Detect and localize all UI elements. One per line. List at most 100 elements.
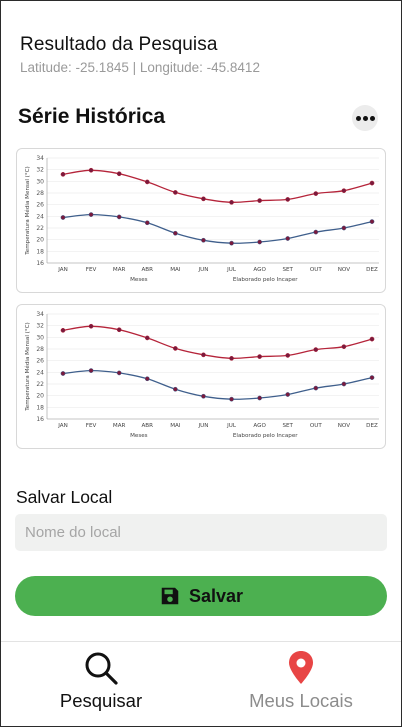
data-point xyxy=(173,386,178,392)
data-point xyxy=(201,352,206,358)
data-point xyxy=(229,396,234,402)
floppy-disk-icon xyxy=(161,587,179,605)
y-tick-label: 34 xyxy=(36,155,44,162)
data-point xyxy=(88,212,94,217)
x-tick-label: MAI xyxy=(170,423,181,429)
data-point xyxy=(313,191,319,196)
x-tick-label: JUN xyxy=(197,423,208,429)
chart-annotation: Elaborado pelo Incaper xyxy=(233,277,298,283)
bottom-tab-bar: Pesquisar Meus Locais xyxy=(1,641,401,726)
data-point xyxy=(257,198,262,203)
tab-my-places-label: Meus Locais xyxy=(249,690,353,711)
x-tick-label: NOV xyxy=(338,423,350,429)
y-axis-label: Temperatura Média Mensal (°C) xyxy=(24,166,31,255)
data-point xyxy=(116,327,122,333)
page-title: Resultado da Pesquisa xyxy=(20,34,218,55)
more-options-button[interactable] xyxy=(352,105,378,131)
data-point xyxy=(88,323,94,329)
data-point xyxy=(173,230,178,236)
save-button[interactable]: Salvar xyxy=(15,576,387,616)
data-point xyxy=(369,336,375,342)
x-tick-label: JAN xyxy=(57,423,68,429)
data-point xyxy=(285,197,291,202)
series-line-2 xyxy=(62,369,373,400)
y-tick-label: 18 xyxy=(36,404,44,411)
tab-search[interactable]: Pesquisar xyxy=(1,642,201,726)
data-point xyxy=(201,393,206,399)
section-title: Série Histórica xyxy=(18,105,166,128)
series-line-2 xyxy=(62,213,373,244)
data-point xyxy=(257,354,262,359)
data-point xyxy=(229,240,234,246)
data-point xyxy=(341,188,347,194)
x-tick-label: AGO xyxy=(253,423,266,429)
data-point xyxy=(313,229,319,235)
x-tick-label: SET xyxy=(282,267,293,273)
y-tick-label: 22 xyxy=(36,225,44,232)
chart-annotation: Elaborado pelo Incaper xyxy=(233,433,298,439)
data-point xyxy=(144,220,150,226)
x-tick-label: NOV xyxy=(338,267,350,273)
data-point xyxy=(201,237,206,243)
y-tick-label: 20 xyxy=(36,237,44,244)
data-point xyxy=(201,196,206,202)
y-tick-label: 22 xyxy=(36,381,44,388)
data-point xyxy=(60,171,66,177)
y-tick-label: 28 xyxy=(36,190,44,197)
y-tick-label: 26 xyxy=(36,358,44,365)
data-point xyxy=(313,385,319,391)
x-tick-label: FEV xyxy=(86,423,97,429)
data-point xyxy=(341,381,347,387)
data-point xyxy=(173,190,178,195)
y-tick-label: 34 xyxy=(36,311,44,318)
x-tick-label: JUN xyxy=(197,267,208,273)
x-tick-label: ABR xyxy=(141,267,153,273)
data-point xyxy=(144,179,150,185)
location-name-input[interactable] xyxy=(15,514,387,551)
data-point xyxy=(229,355,234,361)
data-point xyxy=(369,180,375,186)
results-header: Resultado da Pesquisa Latitude: -25.1845… xyxy=(20,34,260,75)
data-point xyxy=(144,376,150,382)
data-point xyxy=(341,344,347,350)
x-tick-label: JUL xyxy=(226,267,237,273)
data-point xyxy=(88,167,94,173)
more-dot xyxy=(362,115,368,121)
tab-search-label: Pesquisar xyxy=(59,690,143,711)
temperature-chart: 16 18 20 22 24 26 28 30 32 34 JAN FEV MAR ABR MAI JUN JU… xyxy=(24,311,379,439)
data-point xyxy=(116,171,122,177)
series-line-1 xyxy=(62,325,373,359)
y-tick-label: 32 xyxy=(36,167,44,174)
x-axis-label: Meses xyxy=(130,277,148,283)
data-point xyxy=(144,335,150,341)
y-tick-label: 18 xyxy=(36,248,44,255)
data-point xyxy=(341,225,347,231)
coordinates-text: Latitude: -25.1845 | Longitude: -45.8412 xyxy=(20,60,260,75)
data-point xyxy=(60,215,66,220)
y-tick-label: 26 xyxy=(36,202,44,209)
data-point xyxy=(285,236,291,241)
data-point xyxy=(229,199,234,205)
data-point xyxy=(369,219,375,224)
chart-card-2: 16 18 20 22 24 26 28 30 32 34 JAN FEV MAR ABR MAI JUN JU… xyxy=(16,304,386,449)
x-tick-label: DEZ xyxy=(366,423,378,429)
map-pin-icon xyxy=(289,651,313,684)
x-tick-label: MAR xyxy=(113,267,126,273)
data-point xyxy=(173,346,178,351)
tab-my-places[interactable]: Meus Locais xyxy=(201,642,401,726)
x-tick-label: JUL xyxy=(226,423,237,429)
x-tick-label: OUT xyxy=(310,423,322,429)
x-tick-label: JAN xyxy=(57,267,68,273)
y-tick-label: 16 xyxy=(36,416,44,423)
x-tick-label: SET xyxy=(282,423,293,429)
y-tick-label: 32 xyxy=(36,323,44,330)
x-tick-label: AGO xyxy=(253,267,266,273)
data-point xyxy=(313,347,319,352)
data-point xyxy=(116,370,122,376)
data-point xyxy=(88,368,94,373)
data-point xyxy=(116,214,122,220)
y-tick-label: 30 xyxy=(36,334,44,341)
x-tick-label: OUT xyxy=(310,267,322,273)
search-icon xyxy=(85,652,118,685)
